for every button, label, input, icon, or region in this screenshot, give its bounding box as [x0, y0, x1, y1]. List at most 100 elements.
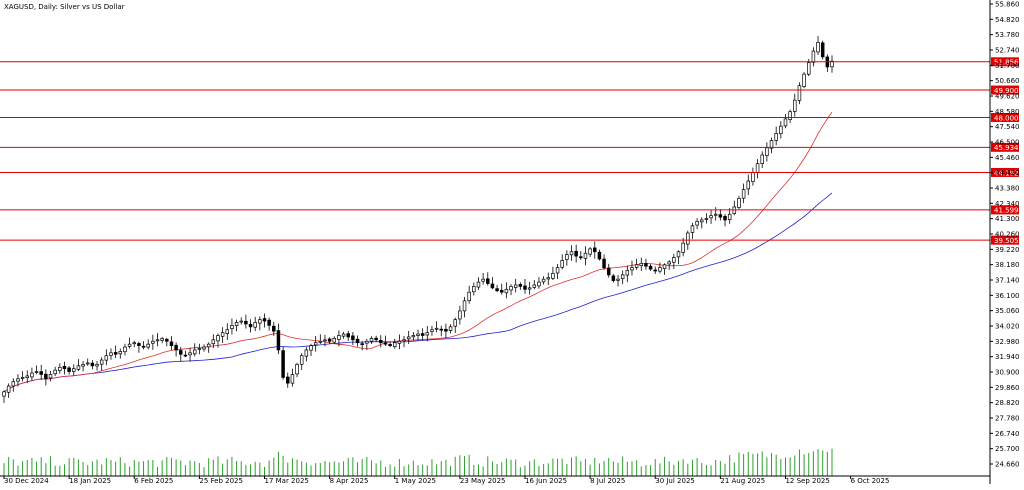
- candle: [337, 330, 341, 347]
- volume-bar: [110, 459, 112, 476]
- candle: [546, 272, 550, 286]
- candle: [713, 207, 718, 221]
- volume-bar: [315, 463, 317, 476]
- candle-body-up: [230, 325, 234, 330]
- candle-body-up: [104, 355, 109, 361]
- candle: [518, 282, 523, 290]
- candle-body-up: [806, 62, 811, 75]
- candle-body-up: [560, 260, 564, 268]
- volume-bar: [268, 460, 270, 476]
- y-tick-label: 53.780: [995, 31, 1020, 39]
- volume-bar: [105, 458, 107, 476]
- candle: [774, 126, 778, 146]
- candle: [188, 347, 192, 362]
- volume-bar: [589, 464, 591, 476]
- volume-bar: [422, 464, 424, 476]
- candle-body-up: [765, 147, 769, 156]
- candle: [481, 273, 485, 285]
- candle-body-down: [44, 373, 48, 380]
- y-tick-label: 24.660: [995, 461, 1020, 469]
- volume-bar: [45, 463, 47, 476]
- volume-bar: [138, 461, 140, 476]
- candle: [551, 266, 555, 281]
- volume-bar: [166, 456, 168, 476]
- volume-bar: [263, 466, 265, 476]
- volume-bar: [473, 464, 475, 476]
- candle: [355, 335, 360, 347]
- candle: [48, 370, 53, 382]
- candle: [583, 246, 588, 266]
- candle: [118, 348, 123, 359]
- volume-bar: [496, 464, 498, 476]
- volume-bar: [301, 461, 303, 476]
- volume-bar: [538, 465, 540, 476]
- candle: [123, 343, 127, 356]
- candle-body-up: [146, 343, 150, 348]
- candle: [299, 353, 304, 370]
- volume-bar: [236, 461, 238, 476]
- candle: [313, 335, 318, 352]
- candle: [25, 370, 30, 384]
- candle: [695, 218, 699, 230]
- volume-layer: [3, 448, 833, 476]
- candle: [272, 321, 276, 336]
- volume-bar: [784, 457, 786, 476]
- candle-body-up: [690, 225, 695, 233]
- candle: [746, 174, 751, 196]
- volume-bar: [789, 457, 791, 476]
- x-tick-label: 21 Aug 2025: [720, 477, 765, 485]
- candle-body-up: [188, 352, 192, 356]
- volume-bar: [450, 466, 452, 476]
- x-tick-label: 18 Jan 2025: [69, 477, 111, 485]
- candle-body-up: [741, 189, 746, 199]
- candle-body-up: [72, 368, 76, 372]
- volume-bar: [677, 460, 679, 476]
- candle: [6, 383, 11, 398]
- volume-bar: [682, 459, 684, 476]
- candle-body-up: [85, 362, 90, 365]
- candle-body-up: [53, 369, 57, 375]
- volume-bar: [603, 460, 605, 476]
- candle-body-down: [499, 289, 504, 293]
- volume-bar: [524, 465, 526, 476]
- candle-body-up: [11, 381, 16, 387]
- volume-bar: [175, 459, 177, 476]
- candle: [81, 360, 85, 372]
- candle: [192, 343, 197, 357]
- volume-bar: [189, 460, 191, 476]
- candle-body-up: [681, 242, 685, 253]
- candle-body-up: [737, 197, 741, 208]
- candle: [155, 333, 160, 347]
- candle-body-down: [281, 350, 285, 378]
- volume-bar: [8, 456, 10, 476]
- volume-bar: [412, 460, 414, 476]
- candle-body-up: [258, 319, 262, 324]
- level-label-box: [991, 142, 1019, 152]
- level-label: 49.900: [994, 87, 1019, 95]
- candle: [509, 284, 513, 296]
- candle-body-up: [197, 348, 202, 350]
- candle: [141, 341, 146, 350]
- y-tick-label: 34.020: [995, 323, 1020, 331]
- y-tick-label: 28.820: [995, 399, 1020, 407]
- volume-bar: [63, 464, 65, 476]
- y-tick-label: 30.900: [995, 369, 1020, 377]
- candle: [402, 335, 406, 348]
- candle-body-up: [341, 333, 346, 337]
- candle: [132, 340, 136, 348]
- candle-body-up: [546, 277, 550, 280]
- candle: [560, 254, 564, 270]
- candle: [304, 347, 309, 362]
- volume-bar: [198, 463, 200, 476]
- candle-body-up: [779, 125, 783, 135]
- candle-body-down: [490, 283, 495, 289]
- volume-bar: [143, 461, 145, 476]
- candle-body-up: [755, 163, 760, 173]
- candles-layer: [2, 36, 834, 403]
- candle-body-up: [365, 340, 369, 344]
- candle-body-down: [486, 278, 490, 284]
- candle-body-down: [286, 376, 290, 384]
- candle: [420, 328, 425, 341]
- candle-body-up: [504, 288, 509, 294]
